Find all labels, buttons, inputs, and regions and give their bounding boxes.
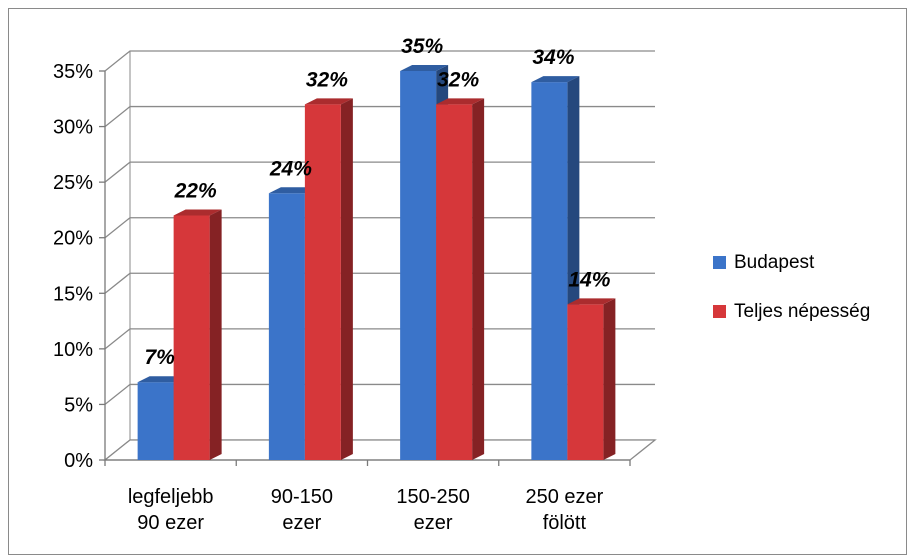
x-axis: legfeljebb 90 ezer 90-150 ezer 150-250 ezer 25… [104,459,631,534]
y-tick-label: 25% [53,172,93,194]
bar [567,298,616,460]
bar [173,209,222,460]
bar [436,98,485,460]
legend-label: Teljes népesség [734,301,870,322]
data-label: 24% [269,157,312,180]
data-label: 32% [306,68,348,91]
y-tick-label: 20% [53,228,93,250]
data-label: 35% [401,35,443,58]
legend-swatch [713,305,726,318]
x-category-label: 90-150 ezer [271,486,333,534]
x-category-label: 150-250 ezer [396,486,469,534]
bar [304,98,353,460]
y-axis: 0% 5% 10% 15% 20% 25% 30% 35% [53,61,106,472]
y-tick-label: 15% [53,283,93,305]
data-label: 14% [568,268,610,291]
legend-swatch [713,256,726,269]
y-tick-label: 10% [53,339,93,361]
bars [137,65,616,460]
data-label: 34% [532,46,574,69]
x-category-label: 250 ezer fölött [525,486,603,534]
data-label: 22% [174,179,217,202]
y-tick-label: 0% [64,450,93,472]
data-labels: 7% 22% 24% 32% 35% 32% 34% 14% [144,35,610,369]
x-category-label: legfeljebb 90 ezer [128,486,214,534]
data-label: 7% [144,346,175,369]
legend: Budapest Teljes népesség [713,252,870,322]
y-tick-label: 5% [64,394,93,416]
y-tick-label: 30% [53,117,93,139]
data-label: 32% [437,68,479,91]
gridline [104,50,655,72]
y-tick-label: 35% [53,61,93,83]
legend-label: Budapest [734,252,815,273]
